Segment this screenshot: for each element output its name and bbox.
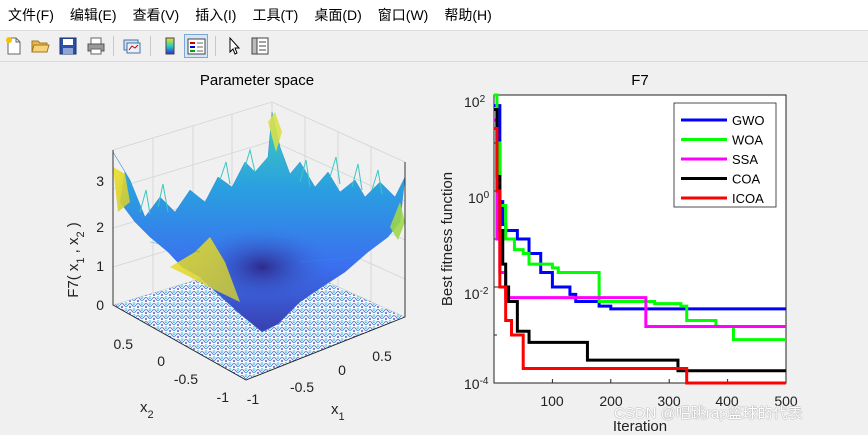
x2-tick-label: -0.5 [174, 371, 198, 387]
x1-axis-label: x1 [331, 401, 345, 423]
toolbar-separator [113, 36, 114, 56]
x1-tick-label: -0.5 [290, 379, 314, 395]
toolbar [0, 31, 868, 62]
chart-title: F7 [631, 72, 649, 89]
y-tick-label: 102 [464, 94, 486, 111]
series-line-woa [494, 93, 786, 342]
menu-item[interactable]: 查看(V) [132, 7, 180, 23]
link-plot-icon[interactable] [120, 34, 144, 58]
legend-icon[interactable] [184, 34, 208, 58]
menu-item[interactable]: 编辑(E) [69, 7, 117, 23]
z-tick-labels: 0 1 2 3 [96, 173, 104, 313]
convergence-chart: F7 102 100 10-2 10-4 100 200 300 400 500… [439, 72, 798, 435]
surface-plot-title: Parameter space [200, 72, 314, 89]
series-line-icoa [494, 127, 786, 385]
menu-bar: 文件(F) 编辑(E) 查看(V) 插入(I) 工具(T) 桌面(D) 窗口(W) 帮助(H) [0, 0, 868, 31]
z-axis-label: F7( x1 , x2 ) [65, 222, 87, 298]
surface-plot: Parameter space [65, 72, 406, 423]
toolbar-separator [215, 36, 216, 56]
x-tick-label: 200 [599, 393, 623, 409]
x1-tick-label: -1 [247, 391, 260, 407]
menu-item[interactable]: 窗口(W) [377, 7, 429, 23]
y-tick-label: 10-4 [464, 376, 489, 393]
menu-item[interactable]: 工具(T) [252, 7, 299, 23]
z-tick-label: 3 [96, 173, 104, 189]
legend-label-gwo: GWO [732, 113, 765, 128]
x1-tick-labels: -1 -0.5 0 0.5 [247, 348, 392, 407]
legend-label-icoa: ICOA [732, 191, 764, 206]
x2-tick-label: -1 [217, 389, 230, 405]
legend-label-coa: COA [732, 172, 761, 187]
menu-item[interactable]: 插入(I) [195, 7, 237, 23]
x2-tick-labels: 0.5 0 -0.5 -1 [114, 336, 230, 405]
print-icon[interactable] [84, 34, 108, 58]
y-axis-label: Best fitness function [439, 172, 456, 306]
x2-axis-label: x2 [140, 399, 154, 421]
y-tick-label: 10-2 [464, 286, 489, 303]
surface-mesh [112, 111, 406, 333]
x-axis-label: Iteration [613, 418, 667, 435]
legend[interactable]: GWO WOA SSA COA ICOA [673, 102, 777, 208]
new-figure-icon[interactable] [2, 34, 26, 58]
watermark: CSDN @唱跳rap篮球的代表 [614, 405, 803, 422]
surface-box-edges [112, 150, 406, 381]
z-tick-label: 0 [96, 297, 104, 313]
menu-item[interactable]: 文件(F) [8, 7, 54, 23]
x-tick-labels: 100 200 300 400 500 [540, 393, 798, 409]
x-tick-label: 100 [540, 393, 564, 409]
x-tick-label: 400 [715, 393, 739, 409]
menu-item[interactable]: 桌面(D) [314, 7, 362, 23]
x2-tick-label: 0 [157, 353, 165, 369]
x2-tick-label: 0.5 [114, 336, 134, 352]
x1-tick-label: 0 [338, 362, 346, 378]
series-lines [494, 93, 786, 385]
x1-tick-label: 0.5 [372, 348, 392, 364]
select-arrow-icon[interactable] [222, 34, 246, 58]
colorbar-icon[interactable] [158, 34, 182, 58]
save-icon[interactable] [56, 34, 80, 58]
z-tick-label: 1 [96, 258, 104, 274]
figure-canvas: Parameter space [0, 62, 868, 435]
open-folder-icon[interactable] [28, 34, 52, 58]
toolbar-separator [150, 36, 151, 56]
z-tick-label: 2 [96, 219, 104, 235]
x-tick-label: 300 [657, 393, 681, 409]
legend-label-ssa: SSA [732, 152, 758, 167]
x-tick-label: 500 [774, 393, 798, 409]
legend-label-woa: WOA [732, 133, 763, 148]
property-inspector-icon[interactable] [248, 34, 272, 58]
y-tick-labels: 102 100 10-2 10-4 [464, 94, 490, 393]
menu-item[interactable]: 帮助(H) [444, 7, 492, 23]
y-tick-label: 100 [468, 190, 490, 207]
